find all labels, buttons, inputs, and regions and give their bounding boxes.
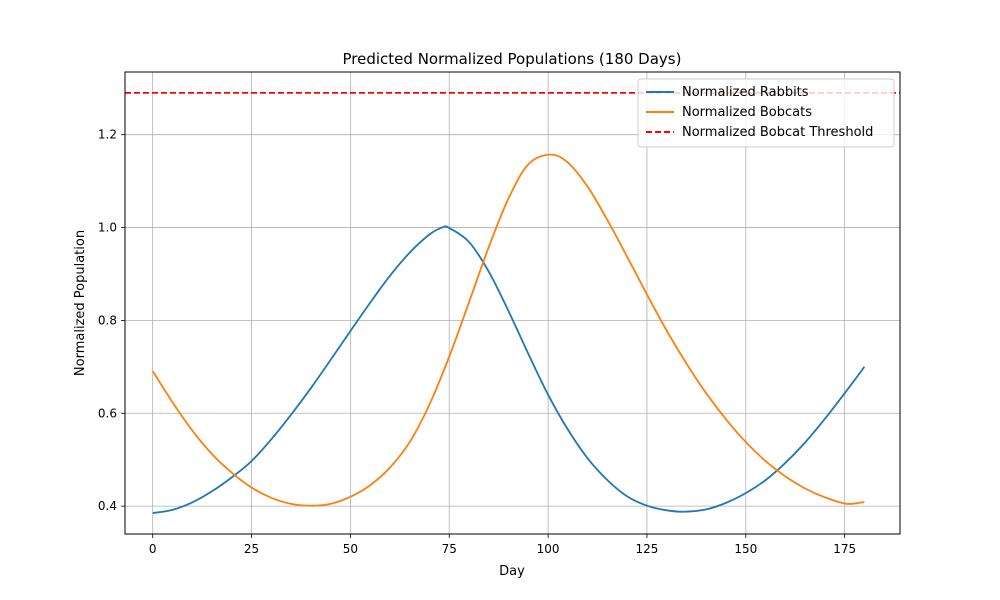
x-axis-label: Day (499, 564, 525, 579)
y-tick-label: 0.4 (98, 499, 117, 513)
y-tick-label: 1.2 (98, 128, 117, 142)
x-tick-label: 50 (343, 542, 358, 556)
y-tick-label: 0.8 (98, 313, 117, 327)
x-tick-label: 125 (635, 542, 658, 556)
legend-label-bobcats: Normalized Bobcats (682, 105, 812, 120)
series-line-rabbits (152, 225, 866, 514)
x-tick-label: 75 (442, 542, 457, 556)
series-line-bobcats (151, 153, 865, 507)
series-layer (125, 91, 900, 514)
ticks: 0 25 50 75 100 125 150 175 0.4 0.6 0.8 1.0 1.2 (98, 128, 856, 556)
legend: Normalized Rabbits Normalized Bobcats No… (637, 78, 895, 148)
legend-label-threshold: Normalized Bobcat Threshold (682, 125, 873, 140)
x-tick-label: 100 (537, 542, 560, 556)
y-tick-label: 1.0 (98, 221, 117, 235)
x-tick-label: 150 (734, 542, 757, 556)
legend-label-rabbits: Normalized Rabbits (682, 85, 809, 100)
plot-background (125, 72, 900, 534)
x-tick-label: 25 (244, 542, 259, 556)
y-axis-label: Normalized Population (73, 230, 88, 376)
chart-title: Predicted Normalized Populations (180 Da… (343, 50, 682, 68)
plot-frame (124, 71, 901, 535)
x-tick-label: 0 (149, 542, 157, 556)
y-tick-label: 0.6 (98, 406, 117, 420)
legend-box (637, 78, 895, 148)
x-tick-label: 175 (833, 542, 856, 556)
